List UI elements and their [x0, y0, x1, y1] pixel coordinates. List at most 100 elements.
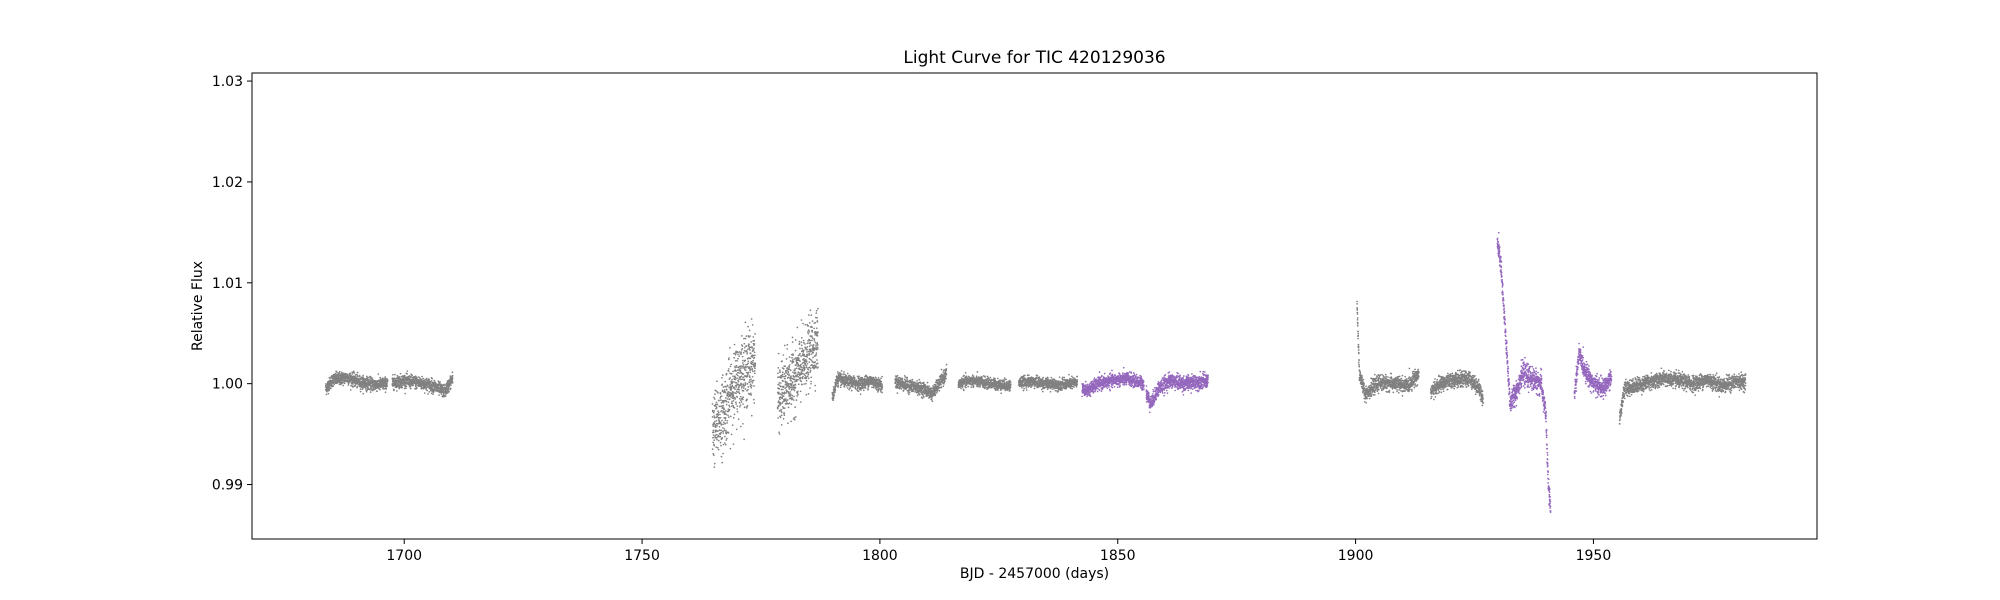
data-point — [712, 454, 715, 456]
data-point — [797, 390, 799, 393]
data-point — [780, 411, 783, 414]
data-point — [934, 383, 937, 386]
data-point — [727, 368, 730, 370]
data-point — [341, 371, 343, 374]
data-point — [711, 409, 714, 412]
data-point — [736, 374, 739, 377]
data-point — [411, 374, 413, 377]
data-point — [427, 385, 429, 388]
data-point — [739, 395, 742, 398]
data-point — [725, 403, 728, 406]
data-point — [1003, 377, 1006, 379]
data-point — [858, 375, 860, 378]
data-point — [730, 372, 733, 375]
data-point — [717, 411, 720, 414]
data-point — [853, 377, 856, 380]
data-point — [368, 379, 371, 381]
data-point — [787, 422, 789, 425]
data-point — [753, 351, 756, 354]
data-point — [725, 429, 727, 432]
data-point — [902, 389, 905, 392]
data-point — [816, 362, 819, 365]
data-point — [785, 358, 788, 360]
data-point — [789, 360, 792, 362]
data-point — [916, 380, 919, 382]
data-point — [788, 402, 791, 405]
data-point — [965, 375, 968, 378]
data-point — [741, 367, 743, 369]
data-point — [718, 429, 721, 432]
data-point — [722, 443, 725, 446]
data-point — [749, 352, 752, 355]
data-point — [718, 425, 721, 428]
data-point — [855, 379, 858, 382]
data-point — [365, 375, 368, 378]
data-point — [752, 398, 755, 401]
data-point — [734, 353, 737, 356]
data-point — [814, 341, 817, 344]
data-point — [722, 452, 724, 455]
data-point — [817, 307, 819, 310]
data-point — [791, 387, 794, 390]
data-point — [720, 419, 723, 422]
data-point — [780, 382, 782, 384]
data-point — [444, 395, 447, 397]
data-point — [782, 418, 785, 420]
data-point — [837, 384, 840, 387]
data-point — [735, 370, 737, 372]
data-point — [907, 392, 910, 394]
data-point — [1000, 392, 1002, 395]
data-point — [896, 374, 899, 377]
data-point — [382, 387, 385, 390]
data-point — [737, 380, 740, 383]
data-point — [728, 416, 730, 419]
data-point — [401, 386, 404, 389]
data-point — [711, 403, 714, 405]
data-point — [867, 388, 869, 390]
data-point — [944, 380, 946, 382]
data-points — [324, 231, 1747, 514]
data-point — [809, 339, 811, 342]
data-point — [784, 374, 787, 377]
data-point — [997, 389, 999, 391]
data-point — [341, 380, 344, 382]
data-point — [720, 395, 723, 398]
data-point — [778, 433, 781, 435]
data-point — [717, 439, 720, 442]
data-point — [449, 387, 452, 390]
data-point — [713, 396, 715, 399]
data-point — [753, 370, 756, 372]
data-point — [716, 438, 718, 441]
data-point — [716, 425, 718, 427]
data-point — [746, 375, 749, 377]
data-point — [726, 422, 728, 424]
data-point — [797, 376, 800, 378]
data-point — [800, 341, 803, 344]
data-point — [349, 372, 352, 375]
data-point — [361, 386, 363, 389]
data-point — [748, 329, 751, 332]
data-point — [924, 383, 927, 386]
data-point — [874, 376, 877, 379]
data-point — [382, 377, 384, 379]
data-point — [786, 348, 789, 350]
data-point — [795, 367, 798, 370]
data-point — [747, 388, 749, 391]
data-point — [724, 419, 727, 421]
data-point — [812, 349, 815, 352]
data-point — [343, 382, 346, 385]
data-point — [817, 344, 819, 346]
data-point — [711, 448, 714, 450]
data-point — [813, 339, 816, 342]
data-point — [325, 393, 328, 396]
data-point — [406, 370, 409, 372]
data-point — [740, 401, 743, 403]
data-point — [881, 391, 883, 394]
data-point — [738, 388, 740, 391]
data-point — [379, 376, 381, 379]
data-point — [742, 351, 745, 354]
data-point — [731, 378, 733, 381]
data-point — [754, 367, 756, 370]
